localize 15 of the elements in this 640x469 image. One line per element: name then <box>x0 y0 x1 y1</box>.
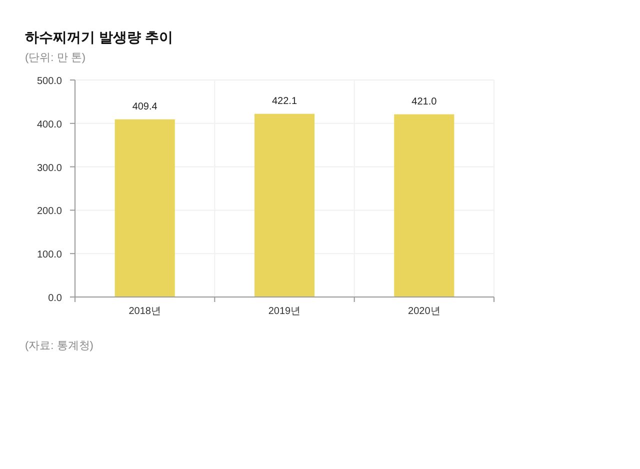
y-tick-label: 400.0 <box>36 119 62 130</box>
x-tick-label: 2018년 <box>128 306 161 317</box>
data-label: 422.1 <box>272 96 298 107</box>
y-tick-label: 0.0 <box>48 293 62 304</box>
chart-title: 하수찌꺼기 발생량 추이 <box>25 29 173 45</box>
y-tick-label: 100.0 <box>36 250 62 261</box>
y-tick-label: 500.0 <box>36 76 62 87</box>
x-tick-label: 2020년 <box>408 306 440 317</box>
data-label: 409.4 <box>132 101 158 112</box>
data-label: 421.0 <box>412 96 438 108</box>
y-tick-label: 300.0 <box>36 162 62 174</box>
text: (자료: 통계청) <box>25 340 94 352</box>
y-tick-label: 200.0 <box>36 206 62 218</box>
chart-subtitle: (단위: 만 톤) <box>25 52 86 64</box>
x-tick-label: 2019년 <box>268 306 301 317</box>
